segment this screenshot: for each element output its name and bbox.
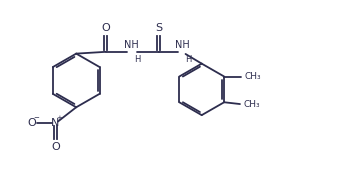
Text: CH₃: CH₃ (244, 99, 260, 108)
Text: S: S (155, 23, 162, 33)
Text: O: O (27, 118, 36, 128)
Text: −: − (33, 115, 39, 121)
Text: H: H (185, 55, 191, 64)
Text: NH: NH (124, 40, 139, 50)
Text: NH: NH (175, 40, 189, 50)
Text: +: + (57, 115, 62, 121)
Text: O: O (51, 142, 60, 152)
Text: N: N (51, 118, 60, 128)
Text: CH₃: CH₃ (245, 72, 261, 81)
Text: O: O (101, 23, 110, 33)
Text: H: H (134, 55, 141, 64)
